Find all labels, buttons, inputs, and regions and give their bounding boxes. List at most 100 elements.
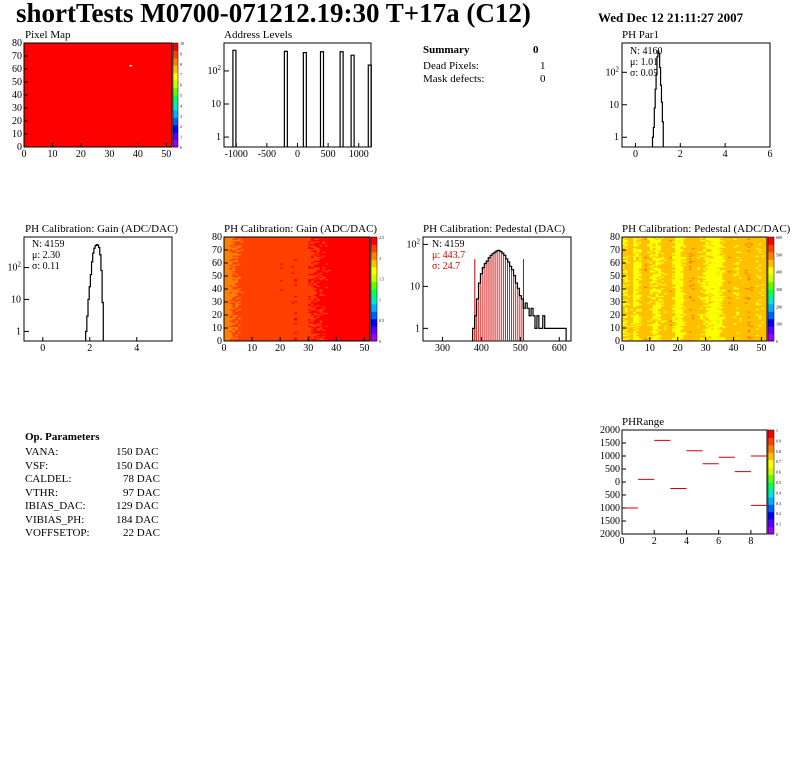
pedestal-map-cell <box>622 272 626 274</box>
gain-map-cell <box>232 273 236 276</box>
pedestal-map-cell <box>633 295 637 298</box>
gain-map-cell <box>238 312 242 315</box>
pixel-map-ytick-label: 10 <box>12 129 22 140</box>
gain-map-cell <box>266 240 270 243</box>
gain-map-cell <box>364 270 368 273</box>
gain-map-cell <box>297 317 301 320</box>
gain-map-cell <box>260 252 264 255</box>
gain-map-cell <box>355 247 360 250</box>
pedestal-map-cell <box>627 273 631 276</box>
gain-map-cell <box>297 292 301 295</box>
gain-map-cell <box>254 242 259 244</box>
gain-map-cell <box>339 257 343 260</box>
gain-map-cell <box>229 294 233 296</box>
gain-map-cell <box>344 276 348 278</box>
gain-map-cell <box>299 330 304 333</box>
gain-map-cell <box>274 287 278 290</box>
gain-map-cell <box>294 326 298 329</box>
gain-map-cell <box>243 257 247 260</box>
gain-map-cell <box>249 328 253 330</box>
gain-map-cell <box>319 311 323 313</box>
gain-map-cell <box>291 248 295 251</box>
gain-map-cell <box>327 272 332 274</box>
gain-map-cell <box>330 318 334 321</box>
pedestal-map-cell <box>624 299 628 302</box>
pedestal-map-cell <box>630 294 634 296</box>
gain-map-cell <box>327 269 332 272</box>
gain-map-cell <box>254 238 259 240</box>
gain-map-cell <box>294 269 298 272</box>
gain-map-cell <box>299 334 304 337</box>
gain-map-cell <box>302 317 306 320</box>
gain-map-cell <box>226 328 231 330</box>
gain-map-cell <box>263 302 267 304</box>
gain-map-cell <box>246 272 250 274</box>
gain-map-cell <box>364 255 368 257</box>
pedestal-map-cell <box>635 268 640 270</box>
gain-map-cell <box>333 256 337 259</box>
pedestal-map-cell <box>635 315 640 317</box>
gain-map-cell <box>243 240 247 243</box>
gain-map-cell <box>358 257 362 260</box>
gain-map-cell <box>263 337 267 339</box>
gain-map-cell <box>330 279 334 282</box>
gain-map-cell <box>282 256 287 259</box>
gain-map-cell <box>367 320 371 322</box>
pedestal-map-cell <box>638 321 642 324</box>
gain-map-cell <box>325 243 329 246</box>
pedestal-map-cell <box>627 250 631 252</box>
gain-map-cell <box>235 292 239 295</box>
gain-map-cell <box>325 325 329 328</box>
gain-map-cell <box>319 338 323 341</box>
gain-map-cell <box>260 322 264 325</box>
gain-map-cell <box>308 315 312 317</box>
gain-map-cell <box>358 329 362 331</box>
gain-map-cell <box>316 322 320 325</box>
gain-map-cell <box>243 338 247 341</box>
gain-map-cell <box>226 303 231 305</box>
gain-map-cell <box>305 330 309 333</box>
gain-map-cell <box>226 317 231 320</box>
gain-map-cell <box>311 264 315 266</box>
gain-map-cell <box>311 238 315 240</box>
gain-map-cell <box>280 316 284 318</box>
gain-map-cell <box>358 308 362 311</box>
gain-map-cell <box>322 266 326 269</box>
gain-map-cell <box>364 333 368 335</box>
gain-map-cell <box>229 270 233 273</box>
gain-map-cell <box>297 315 301 317</box>
gain-map-cell <box>257 250 261 252</box>
gain-map-cell <box>364 259 368 261</box>
gain-map-cell <box>327 242 332 244</box>
gain-map-cell <box>291 261 295 264</box>
gain-map-cell <box>299 282 304 285</box>
gain-map-cell <box>226 290 231 292</box>
gain-map-cell <box>313 328 318 330</box>
gain-map-cell <box>235 269 239 272</box>
gain-map-cell <box>325 289 329 291</box>
gain-map-cell <box>353 252 357 255</box>
pedestal-map-cell <box>630 296 634 299</box>
pedestal-map-cell <box>622 252 626 255</box>
gain-map-cell <box>285 326 289 329</box>
gain-map-cell <box>308 330 312 333</box>
gain-map-cell <box>308 294 312 296</box>
gain-map-cell <box>249 331 253 334</box>
gain-map-cell <box>350 335 354 338</box>
pedestal-map-cell <box>624 291 628 294</box>
gain-map-cell <box>319 291 323 294</box>
gain-map-cell <box>325 298 329 300</box>
gain-map-cell <box>341 283 346 286</box>
gain-map-cell <box>339 242 343 244</box>
gain-map-cell <box>266 255 270 257</box>
gain-map-cell <box>243 270 247 273</box>
gain-map-cell <box>263 270 267 273</box>
gain-map-cell <box>243 318 247 321</box>
pedestal-map-cell <box>633 331 637 334</box>
gain-map-cell <box>353 308 357 311</box>
gain-map-cell <box>252 308 256 311</box>
gain-map-cell <box>224 240 228 243</box>
gain-map-cell <box>336 259 340 261</box>
gain-map-cell <box>246 289 250 291</box>
gain-map-cell <box>280 282 284 285</box>
